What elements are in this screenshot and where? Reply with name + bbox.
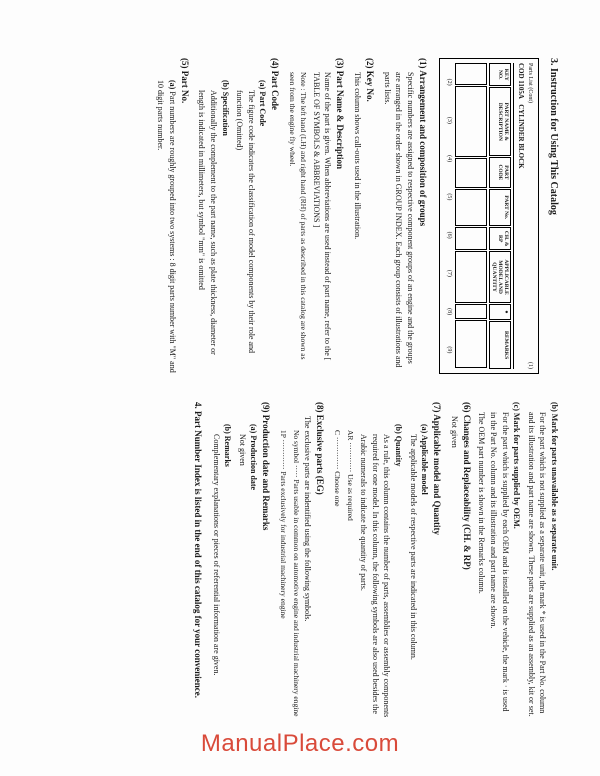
sub-body-2: The OEM part number is shown in the Rema… bbox=[476, 412, 488, 718]
cell bbox=[455, 86, 487, 157]
item-3: (3) Part Name & Description Name of the … bbox=[286, 58, 346, 374]
left-column: 3. Instruction for Using This Catalog Pa… bbox=[40, 58, 560, 374]
sub-body: For the part which is supplied by each O… bbox=[487, 412, 510, 718]
cell bbox=[455, 63, 487, 85]
diagram-code-name: COD 1105A CYLINDER BLOCK bbox=[513, 63, 526, 369]
hdr-partno: PART No. bbox=[489, 189, 511, 226]
callout: (6) bbox=[444, 232, 453, 239]
right-column: (b) Mark for parts unavailable as a sepa… bbox=[40, 402, 560, 718]
item-note: Note : The left hand (LH) and right hand… bbox=[286, 72, 308, 374]
symbol-ar: AR ············ Use as required bbox=[344, 430, 355, 718]
hdr-partname: PART NAME & DESCRIPTION bbox=[489, 87, 511, 156]
callout: (5) bbox=[444, 193, 453, 200]
callout: (3) bbox=[444, 117, 453, 124]
symbol-1p: 1P ············ Parts exclusively for in… bbox=[277, 430, 288, 718]
item-6: (6) Changes and Replaceability (CH. & RP… bbox=[448, 402, 473, 718]
sub-label: (b) Remarks bbox=[223, 424, 232, 467]
cell bbox=[455, 320, 487, 368]
cell bbox=[455, 189, 487, 226]
cell bbox=[455, 304, 487, 319]
sub-label: (a) Part Code bbox=[258, 80, 267, 126]
sub-body: For the part which is not supplied as a … bbox=[525, 412, 548, 718]
sub-item-5b: (b) Mark for parts unavailable as a sepa… bbox=[525, 402, 560, 718]
item-4: (4) Part Code (a) Part Code The figure c… bbox=[196, 58, 282, 374]
hdr-dot: ● bbox=[489, 304, 511, 320]
symbol-c: C ············· Choose one bbox=[331, 430, 342, 718]
sub-body: Part numbers are roughly grouped into tw… bbox=[156, 80, 177, 373]
footer-note: 4. Part Number Index is listed in the en… bbox=[191, 402, 204, 718]
cell bbox=[455, 227, 487, 249]
callout: (4) bbox=[444, 155, 453, 162]
sub-item-4a: (a) Part Code The figure code indicates … bbox=[234, 80, 269, 374]
sub-item-5a: (a) Part numbers are roughly grouped int… bbox=[155, 80, 178, 374]
callout: (9) bbox=[444, 346, 453, 353]
item-body: Name of the part is given. When abbrevia… bbox=[310, 72, 333, 374]
item-label: (9) Production date and Remarks bbox=[261, 402, 271, 530]
item-label: (2) Key No. bbox=[365, 58, 375, 102]
sub-item-7b: (b) Quantity As a rule, this column cont… bbox=[358, 424, 404, 718]
diagram-callout-row: (2) (3) (4) (5) (6) (7) (8) (9) bbox=[444, 63, 453, 369]
item-label: (6) Changes and Replaceability (CH. & RP… bbox=[462, 402, 472, 570]
hdr-applicable: APPLICABLE MODEL AND QUANTITY bbox=[489, 251, 511, 302]
item-label: (7) Applicable model and Quantity bbox=[432, 402, 442, 535]
sub-item-9b: (b) Remarks Complementary explanations o… bbox=[210, 424, 233, 718]
sub-body: Not given bbox=[236, 434, 248, 718]
sub-label: (b) Specification bbox=[221, 80, 230, 136]
sub-label: (a) Production date bbox=[249, 424, 258, 490]
rotated-content: 3. Instruction for Using This Catalog Pa… bbox=[20, 28, 580, 748]
sub-label: (c) Mark for parts supplied by OEM. bbox=[512, 402, 521, 529]
hdr-partcode: PART CODE bbox=[489, 157, 511, 187]
hdr-remarks: REMARKS bbox=[489, 321, 511, 369]
sub-body: Additionally the complement to the part … bbox=[196, 90, 219, 374]
item-body: This column shows call-outs used in the … bbox=[351, 72, 363, 374]
sub-item-7a: (a) Applicable model The applicable mode… bbox=[407, 424, 430, 718]
sub-body: Complementary explanations or pieces of … bbox=[210, 434, 222, 718]
page: 3. Instruction for Using This Catalog Pa… bbox=[0, 0, 600, 776]
diagram-header-row: KEY NO. PART NAME & DESCRIPTION PART COD… bbox=[489, 63, 511, 369]
sub-body: As a rule, this column contains the numb… bbox=[358, 434, 393, 718]
sub-body: The applicable models of respective part… bbox=[407, 434, 419, 718]
sub-label: (b) Quantity bbox=[394, 424, 403, 466]
callout: (8) bbox=[444, 308, 453, 315]
callout: (7) bbox=[444, 270, 453, 277]
item-1: (1) Arrangement and composition of group… bbox=[381, 58, 429, 374]
sub-label: (a) Applicable model bbox=[420, 424, 429, 495]
diagram-parts-list-label: Parts List (Cont) bbox=[526, 63, 535, 103]
hdr-keyno: KEY NO. bbox=[489, 63, 511, 86]
section-title: 3. Instruction for Using This Catalog bbox=[546, 58, 561, 374]
diagram-name: CYLINDER BLOCK bbox=[517, 104, 525, 168]
item-8: (8) Exclusive parts (EG) The exclusive p… bbox=[277, 402, 325, 718]
sub-body: The figure code indicates the classifica… bbox=[234, 90, 257, 374]
diagram-code: COD 1105A bbox=[517, 63, 525, 99]
parts-list-diagram: Parts List (Cont) (1) COD 1105A CYLINDER… bbox=[439, 58, 540, 374]
item-7: (7) Applicable model and Quantity (a) Ap… bbox=[331, 402, 443, 718]
item-label: (5) Part No. bbox=[180, 58, 190, 103]
two-column-layout: 3. Instruction for Using This Catalog Pa… bbox=[40, 58, 560, 718]
callout: (2) bbox=[444, 79, 453, 86]
diagram-body-row bbox=[455, 63, 487, 369]
sub-label: (b) Mark for parts unavailable as a sepa… bbox=[550, 402, 559, 571]
sub-label: (a) bbox=[168, 80, 177, 89]
item-label: (1) Arrangement and composition of group… bbox=[418, 58, 428, 226]
sub-item-5c: (c) Mark for parts supplied by OEM. For … bbox=[476, 402, 522, 718]
item-body: The exclusive parts are indentified usin… bbox=[301, 416, 313, 718]
sub-item-9a: (a) Production date Not given bbox=[236, 424, 259, 718]
symbol-nosymbol: No symbol ····· Parts usable in common o… bbox=[290, 430, 301, 718]
item-label: (4) Part Code bbox=[270, 58, 280, 110]
item-label: (3) Part Name & Description bbox=[335, 58, 345, 169]
item-5: (5) Part No. (a) Part numbers are roughl… bbox=[155, 58, 191, 374]
item-label: (8) Exclusive parts (EG) bbox=[315, 402, 325, 495]
sub-item-4b: (b) Specification Additionally the compl… bbox=[196, 80, 231, 374]
item-body: Specific numbers are assigned to respect… bbox=[381, 72, 416, 374]
item-9: (9) Production date and Remarks (a) Prod… bbox=[210, 402, 272, 718]
cell bbox=[455, 158, 487, 188]
item-2: (2) Key No. This column shows call-outs … bbox=[351, 58, 376, 374]
item-body: Not given bbox=[448, 416, 460, 718]
hdr-chrp: CH. & RP bbox=[489, 227, 511, 250]
watermark-text: ManualPlace.com bbox=[0, 730, 600, 758]
cell bbox=[455, 251, 487, 303]
diagram-callout-top: (1) bbox=[526, 362, 535, 369]
